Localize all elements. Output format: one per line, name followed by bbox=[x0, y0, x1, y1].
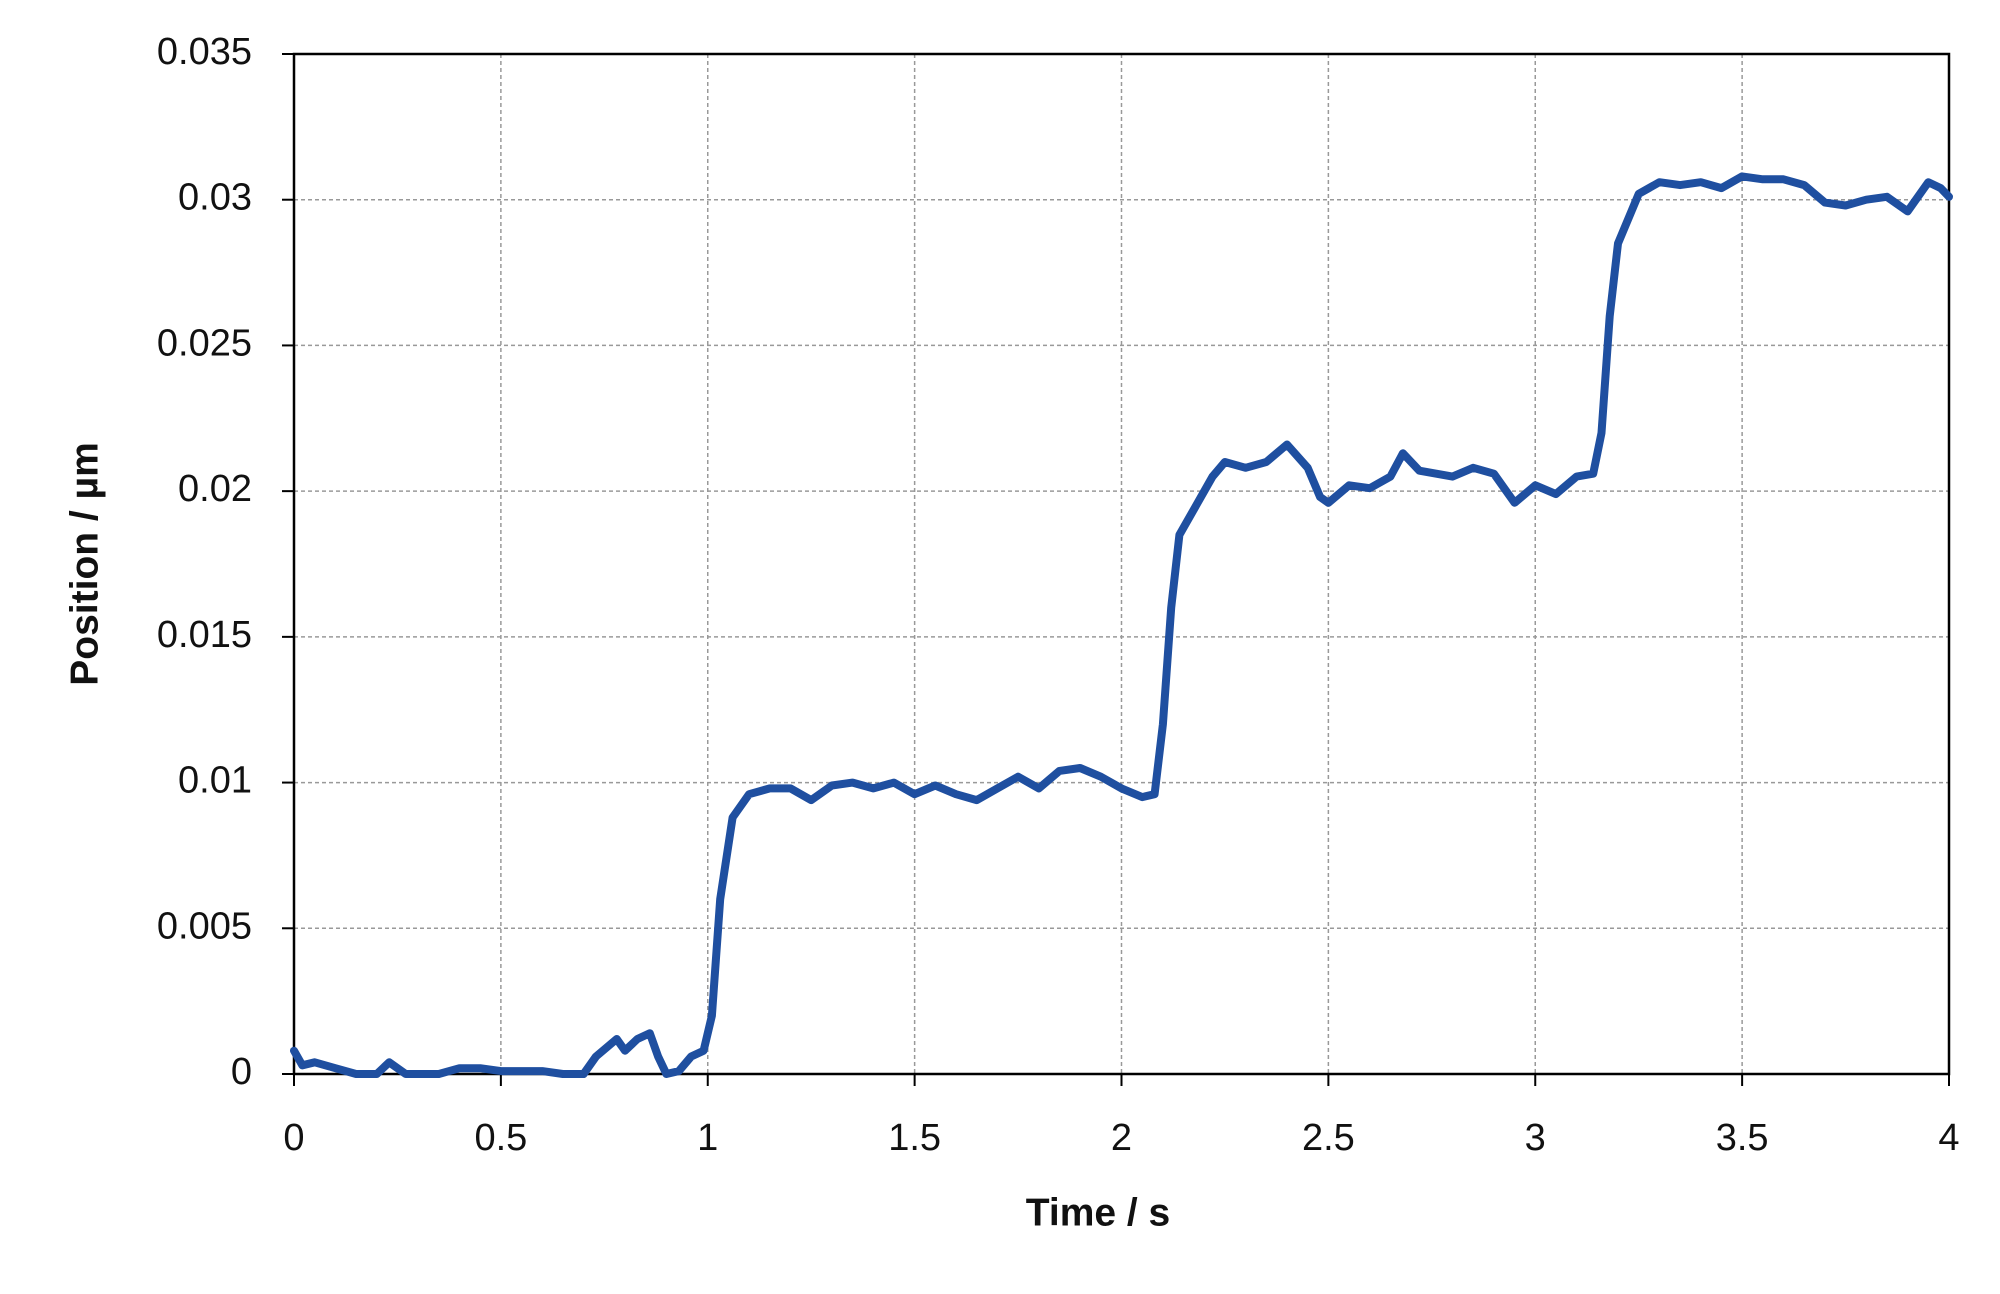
y-tick-label: 0.025 bbox=[157, 322, 252, 364]
y-tick-label: 0.015 bbox=[157, 614, 252, 656]
x-tick-label: 2.5 bbox=[1302, 1117, 1355, 1159]
y-tick-label: 0 bbox=[231, 1051, 252, 1093]
x-tick-label: 3.5 bbox=[1716, 1117, 1769, 1159]
y-axis-title: Position / µm bbox=[63, 442, 106, 685]
y-tick-label: 0.03 bbox=[178, 177, 252, 219]
x-tick-label: 0 bbox=[283, 1117, 304, 1159]
y-tick-label: 0.01 bbox=[178, 760, 252, 802]
x-axis-title: Time / s bbox=[1026, 1191, 1171, 1234]
x-tick-label: 1.5 bbox=[888, 1117, 941, 1159]
x-tick-label: 4 bbox=[1938, 1117, 1959, 1159]
x-tick-label: 1 bbox=[697, 1117, 718, 1159]
y-tick-label: 0.02 bbox=[178, 468, 252, 510]
x-tick-label: 3 bbox=[1525, 1117, 1546, 1159]
x-tick-label: 2 bbox=[1111, 1117, 1132, 1159]
x-tick-label: 0.5 bbox=[474, 1117, 527, 1159]
plot-frame bbox=[292, 52, 1951, 1076]
data-line bbox=[290, 172, 1953, 1078]
y-tick-label: 0.005 bbox=[157, 905, 252, 947]
y-tick-label: 0.035 bbox=[157, 31, 252, 73]
